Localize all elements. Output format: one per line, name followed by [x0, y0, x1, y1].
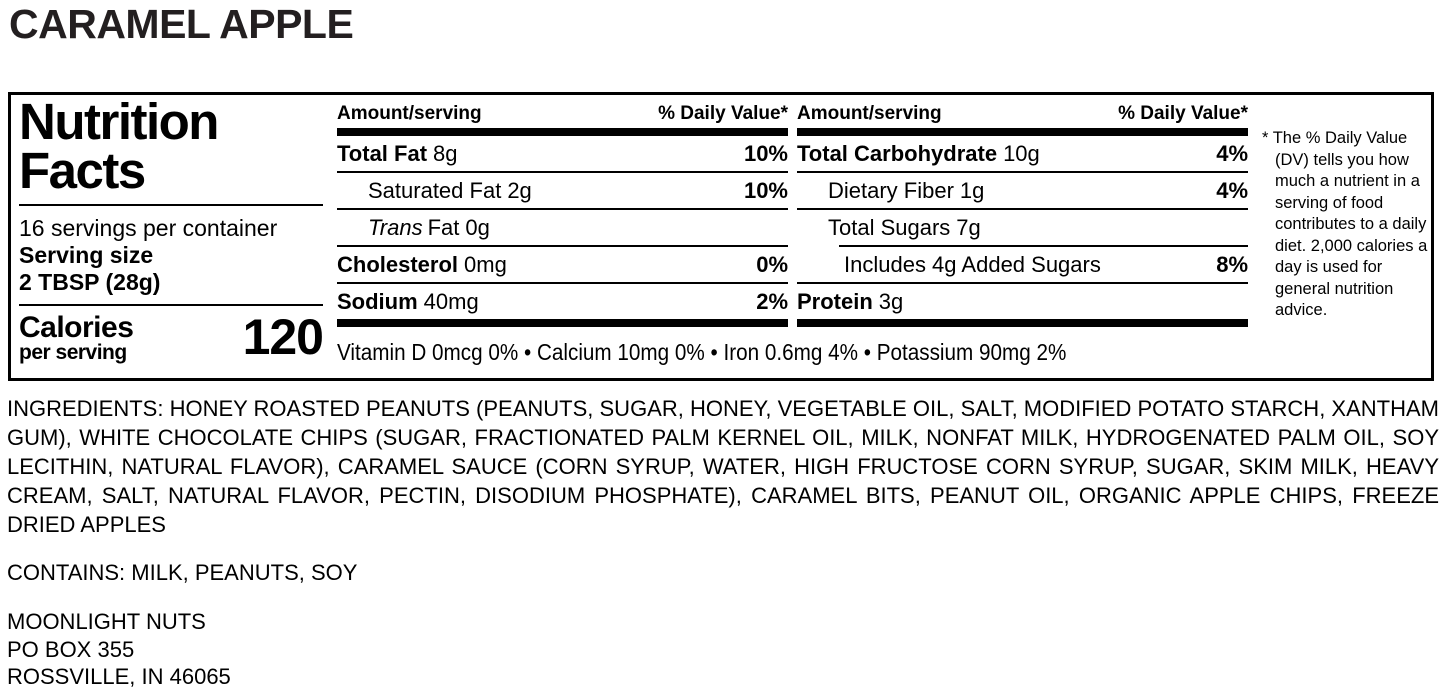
nutrient-amount: 40mg — [423, 288, 479, 314]
nutrient-dv: 0% — [756, 251, 788, 277]
nutrient-amount: 7g — [956, 214, 981, 240]
nutrients-column-left: Amount/serving % Daily Value* Total Fat 8… — [337, 104, 788, 327]
nutrient-dv: 8% — [1216, 251, 1248, 277]
calories-label: Calories — [19, 311, 134, 344]
servings-per-container: 16 servings per container — [19, 215, 278, 241]
nutrient-amount: 2g — [507, 177, 532, 203]
column-header: Amount/serving % Daily Value* — [797, 104, 1248, 124]
nutrition-facts-panel: Nutrition Facts 16 servings per containe… — [8, 92, 1434, 381]
nutrient-dv: 4% — [1216, 177, 1248, 203]
thick-divider — [337, 128, 788, 136]
divider — [797, 282, 1248, 284]
micronutrients-line: Vitamin D 0mcg 0% • Calcium 10mg 0% • Ir… — [337, 339, 1067, 365]
nutrient-name: Includes 4g Added Sugars — [844, 251, 1101, 277]
nutrient-row-cholesterol: Cholesterol 0mg 0% — [337, 247, 788, 282]
manufacturer-name: MOONLIGHT NUTS — [7, 609, 206, 634]
nutrient-row-sodium: Sodium 40mg 2% — [337, 284, 788, 319]
serving-size-label: Serving size — [19, 242, 154, 268]
nutrient-amount: 0mg — [464, 251, 507, 277]
nutrient-row-added-sugars: Includes 4g Added Sugars 8% — [797, 247, 1248, 282]
nutrient-name: Sodium — [337, 288, 418, 314]
allergen-contains-text: CONTAINS: MILK, PEANUTS, SOY — [7, 560, 358, 585]
nutrient-amount: 10g — [1003, 140, 1040, 166]
serving-size-value: 2 TBSP (28g) — [19, 269, 161, 295]
daily-value-header: % Daily Value* — [1118, 103, 1248, 124]
calories-sublabel: per serving — [19, 341, 127, 364]
thick-divider — [337, 319, 788, 327]
divider — [19, 204, 323, 206]
nutrient-name: Dietary Fiber — [828, 177, 954, 203]
nutrition-facts-heading: Nutrition Facts — [19, 93, 219, 199]
column-header: Amount/serving % Daily Value* — [337, 104, 788, 124]
divider — [337, 208, 788, 210]
nutrient-dv: 10% — [743, 177, 788, 203]
nutrient-row-trans-fat: Trans Fat 0g — [337, 210, 788, 245]
footnote-text: The % Daily Value (DV) tells you how muc… — [1272, 129, 1428, 319]
daily-value-footnote: * The % Daily Value (DV) tells you how m… — [1262, 128, 1430, 322]
nutrient-row-dietary-fiber: Dietary Fiber 1g 4% — [797, 173, 1248, 208]
manufacturer-block: MOONLIGHT NUTS PO BOX 355 ROSSVILLE, IN … — [7, 608, 231, 691]
manufacturer-city-state-zip: ROSSVILLE, IN 46065 — [7, 664, 231, 689]
nutrient-amount: 3g — [878, 288, 904, 314]
nutrient-amount: 0g — [465, 214, 490, 240]
nutrient-name: Protein — [797, 288, 873, 314]
nutrient-row-saturated-fat: Saturated Fat 2g 10% — [337, 173, 788, 208]
nutrient-dv: 4% — [1216, 140, 1248, 166]
nutrition-summary-column: Nutrition Facts 16 servings per containe… — [19, 93, 324, 365]
nutrient-name: Total Sugars — [828, 214, 951, 240]
thick-divider — [797, 128, 1248, 136]
footnote-asterisk: * — [1262, 129, 1269, 147]
nutrient-amount: 1g — [959, 177, 985, 203]
nutrient-dv: 10% — [743, 140, 788, 166]
nutrient-row-total-sugars: Total Sugars 7g — [797, 210, 1248, 245]
nutrient-name: Fat — [427, 214, 460, 240]
divider — [337, 282, 788, 284]
amount-serving-header: Amount/serving — [337, 103, 482, 124]
nutrient-row-total-carbohydrate: Total Carbohydrate 10g 4% — [797, 136, 1248, 171]
divider — [19, 304, 323, 306]
nutrient-name: Total Carbohydrate — [797, 140, 998, 166]
thick-divider — [797, 319, 1248, 327]
daily-value-header: % Daily Value* — [658, 103, 788, 124]
divider — [797, 171, 1248, 173]
amount-serving-header: Amount/serving — [797, 103, 942, 124]
nutrient-name: Cholesterol — [337, 251, 459, 277]
nutrients-column-right: Amount/serving % Daily Value* Total Carb… — [797, 104, 1248, 327]
calories-value: 120 — [242, 309, 324, 365]
nutrient-row-protein: Protein 3g — [797, 284, 1248, 319]
nutrient-dv: 2% — [756, 288, 788, 314]
calories-row: Calories per serving 120 — [19, 309, 324, 365]
ingredients-text: INGREDIENTS: HONEY ROASTED PEANUTS (PEAN… — [7, 396, 1439, 537]
nutrient-name: Saturated Fat — [368, 177, 502, 203]
calories-labels: Calories per serving — [19, 311, 134, 364]
manufacturer-po-box: PO BOX 355 — [7, 636, 135, 662]
divider — [797, 208, 1248, 210]
nutrient-amount: 8g — [433, 140, 458, 166]
nutrient-name-italic: Trans — [368, 214, 423, 240]
page-title: CARAMEL APPLE — [9, 1, 354, 47]
divider-indented — [839, 245, 1248, 247]
divider — [337, 171, 788, 173]
nutrient-row-total-fat: Total Fat 8g 10% — [337, 136, 788, 171]
nutrient-name: Total Fat — [337, 140, 428, 166]
divider — [337, 245, 788, 247]
